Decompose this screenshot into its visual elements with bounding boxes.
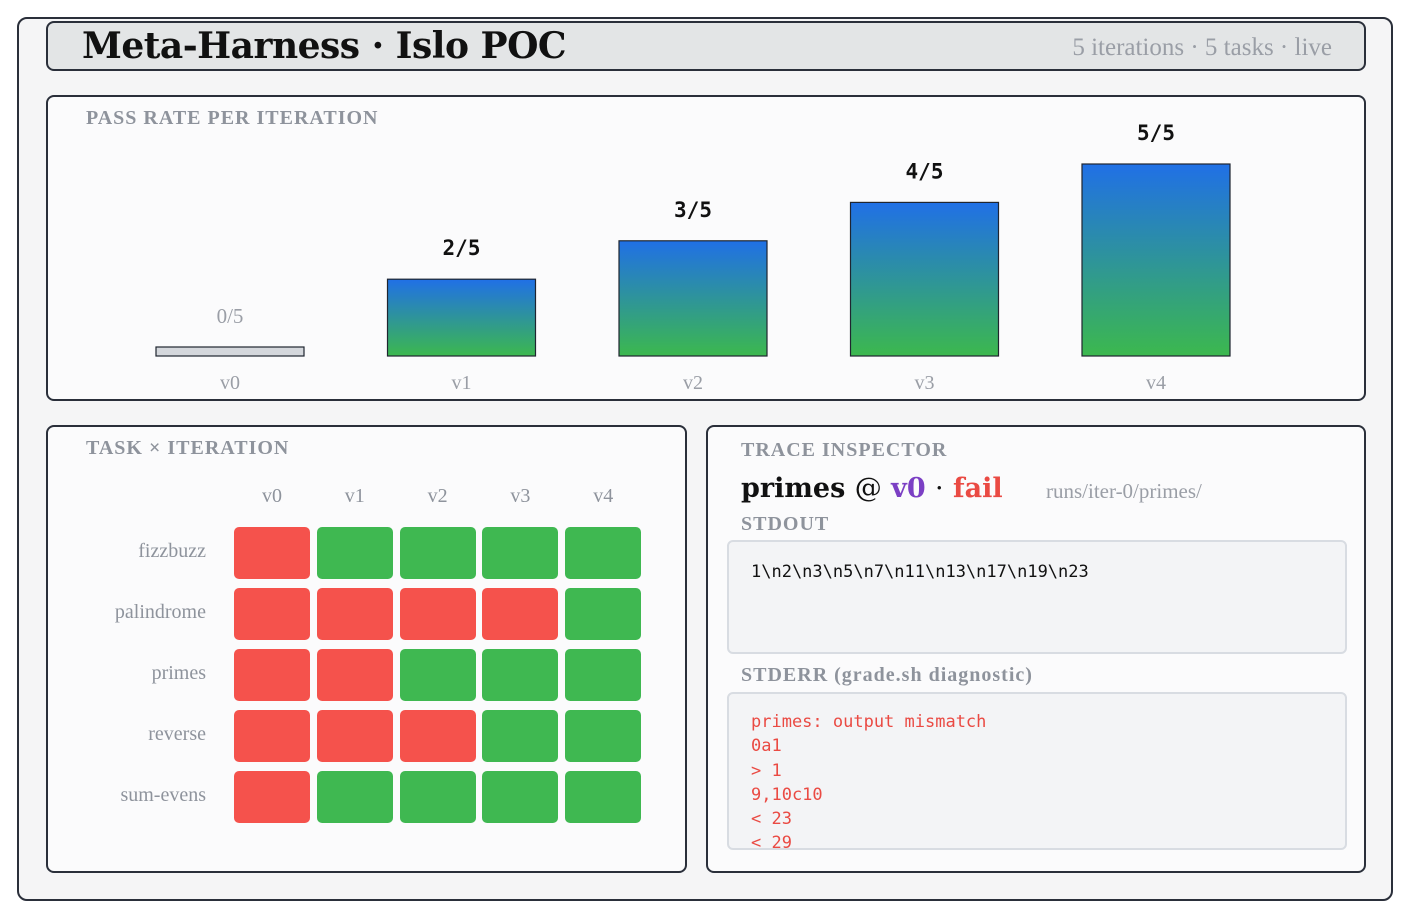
cell-fizzbuzz-v0[interactable]	[234, 527, 310, 579]
cell-fizzbuzz-v1[interactable]	[316, 527, 393, 579]
column-label-v2: v2	[427, 485, 448, 507]
cell-sum-evens-v2[interactable]	[399, 771, 476, 823]
row-label-primes: primes	[151, 662, 206, 684]
bar-v1[interactable]	[386, 278, 537, 357]
row-label-reverse: reverse	[148, 723, 206, 745]
task-iteration-title: TASK × ITERATION	[86, 437, 290, 459]
trace-inspector-panel: TRACE INSPECTOR primes @ v0 · fail runs/…	[706, 425, 1366, 873]
trace-status: fail	[953, 473, 1003, 504]
stderr-line: < 23	[751, 809, 792, 830]
cell-sum-evens-v4[interactable]	[565, 771, 642, 823]
tick-label-v1: v1	[452, 372, 472, 394]
trace-task: primes	[741, 473, 846, 504]
pass-rate-chart: 0/5 v0 2/5 v1 3/5 v2 4/5 v3 5/5 v4	[155, 121, 1231, 394]
row-label-palindrome: palindrome	[114, 601, 206, 623]
tick-label-v3: v3	[915, 372, 935, 394]
cell-palindrome-v1[interactable]	[316, 588, 393, 640]
page-title: Meta-Harness · Islo POC	[82, 25, 567, 67]
tick-label-v2: v2	[683, 372, 703, 394]
cell-fizzbuzz-v4[interactable]	[565, 527, 642, 579]
cell-primes-v4[interactable]	[565, 649, 642, 701]
bar-label-v0: 0/5	[217, 304, 244, 328]
tick-label-v4: v4	[1146, 372, 1166, 394]
column-label-v1: v1	[344, 485, 365, 507]
bar-label-v4: 5/5	[1137, 121, 1175, 145]
trace-version: v0	[891, 473, 926, 504]
stderr-text: primes: output mismatch 0a1 > 1 9,10c10 < 23…	[751, 710, 987, 850]
column-label-v3: v3	[510, 485, 531, 507]
cell-reverse-v4[interactable]	[565, 710, 642, 762]
pass-rate-panel: PASS RATE PER ITERATION 0/5 v0 2/5 v1 3/5 v2 4…	[46, 95, 1366, 401]
column-label-v0: v0	[262, 485, 282, 507]
cell-reverse-v0[interactable]	[234, 710, 310, 762]
stderr-line: < 29	[751, 833, 792, 850]
task-iteration-panel: TASK × ITERATION v0 v1 v2 v3 v4 fizzbuzz palin…	[46, 425, 687, 873]
row-label-sum-evens: sum-evens	[120, 784, 206, 806]
stderr-box[interactable]: primes: output mismatch 0a1 > 1 9,10c10 < 23…	[727, 692, 1347, 850]
stderr-line: primes: output mismatch	[751, 712, 987, 732]
cell-sum-evens-v3[interactable]	[482, 771, 559, 823]
cell-sum-evens-v1[interactable]	[316, 771, 393, 823]
cell-palindrome-v4[interactable]	[565, 588, 642, 640]
row-label-fizzbuzz: fizzbuzz	[138, 540, 206, 562]
cell-reverse-v3[interactable]	[482, 710, 559, 762]
bar-label-v1: 2/5	[443, 236, 481, 260]
cell-fizzbuzz-v2[interactable]	[399, 527, 476, 579]
bar-v4[interactable]	[1081, 163, 1231, 357]
column-label-v4: v4	[593, 485, 614, 507]
cell-palindrome-v3[interactable]	[482, 588, 559, 640]
trace-at: @	[854, 473, 882, 504]
cell-primes-v1[interactable]	[316, 649, 393, 701]
trace-path: runs/iter-0/primes/	[1046, 479, 1202, 503]
cell-primes-v0[interactable]	[234, 649, 310, 701]
cell-fizzbuzz-v3[interactable]	[482, 527, 559, 579]
stdout-label: STDOUT	[741, 513, 830, 535]
stderr-label: STDERR (grade.sh diagnostic)	[741, 664, 1033, 686]
stdout-box[interactable]: 1\n2\n3\n5\n7\n11\n13\n17\n19\n23	[727, 540, 1347, 654]
cell-primes-v2[interactable]	[399, 649, 476, 701]
cell-reverse-v1[interactable]	[316, 710, 393, 762]
pass-rate-title: PASS RATE PER ITERATION	[86, 107, 379, 129]
cell-palindrome-v0[interactable]	[234, 588, 310, 640]
bar-v2[interactable]	[618, 240, 768, 357]
bar-label-v3: 4/5	[906, 159, 944, 183]
cell-sum-evens-v0[interactable]	[234, 771, 310, 823]
trace-inspector-title: TRACE INSPECTOR	[741, 439, 948, 461]
bar-v3[interactable]	[849, 201, 1000, 357]
bar-v0[interactable]	[155, 346, 305, 357]
header-bar: Meta-Harness · Islo POC 5 iterations · 5…	[46, 21, 1366, 71]
cell-primes-v3[interactable]	[482, 649, 559, 701]
stderr-line: > 1	[751, 760, 782, 781]
stderr-line: 9,10c10	[751, 784, 823, 805]
bar-label-v2: 3/5	[674, 198, 712, 222]
trace-heading: primes @ v0 · fail	[741, 473, 1003, 504]
trace-separator: ·	[935, 473, 944, 504]
cell-palindrome-v2[interactable]	[399, 588, 476, 640]
cell-reverse-v2[interactable]	[399, 710, 476, 762]
stdout-text: 1\n2\n3\n5\n7\n11\n13\n17\n19\n23	[751, 562, 1089, 582]
stderr-line: 0a1	[751, 736, 782, 757]
tick-label-v0: v0	[220, 372, 240, 394]
page-subtitle: 5 iterations · 5 tasks · live	[1072, 34, 1332, 61]
